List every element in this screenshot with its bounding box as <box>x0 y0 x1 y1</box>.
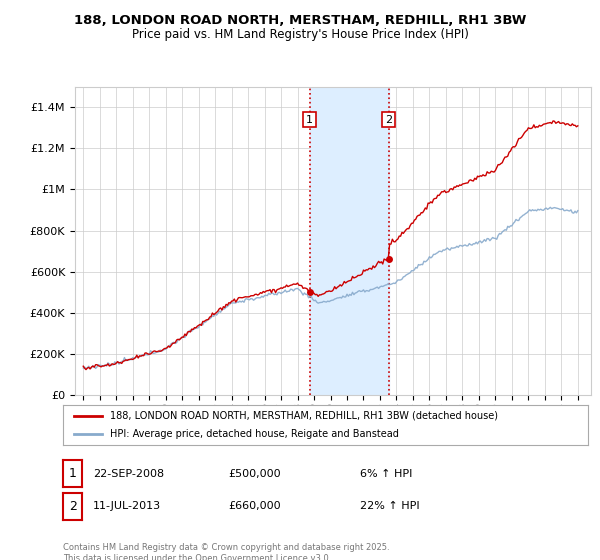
Text: 2: 2 <box>68 500 77 513</box>
Text: 2: 2 <box>385 115 392 125</box>
Text: £660,000: £660,000 <box>228 501 281 511</box>
Bar <box>310 87 389 395</box>
Text: 188, LONDON ROAD NORTH, MERSTHAM, REDHILL, RH1 3BW: 188, LONDON ROAD NORTH, MERSTHAM, REDHIL… <box>74 14 526 27</box>
Text: 11-JUL-2013: 11-JUL-2013 <box>93 501 161 511</box>
Text: £500,000: £500,000 <box>228 469 281 479</box>
Text: 22% ↑ HPI: 22% ↑ HPI <box>360 501 419 511</box>
Text: 6% ↑ HPI: 6% ↑ HPI <box>360 469 412 479</box>
Text: 1: 1 <box>306 115 313 125</box>
Text: Contains HM Land Registry data © Crown copyright and database right 2025.
This d: Contains HM Land Registry data © Crown c… <box>63 543 389 560</box>
Text: Price paid vs. HM Land Registry's House Price Index (HPI): Price paid vs. HM Land Registry's House … <box>131 28 469 41</box>
Text: 22-SEP-2008: 22-SEP-2008 <box>93 469 164 479</box>
Text: 188, LONDON ROAD NORTH, MERSTHAM, REDHILL, RH1 3BW (detached house): 188, LONDON ROAD NORTH, MERSTHAM, REDHIL… <box>110 411 498 421</box>
Text: HPI: Average price, detached house, Reigate and Banstead: HPI: Average price, detached house, Reig… <box>110 430 399 439</box>
Text: 1: 1 <box>68 467 77 480</box>
